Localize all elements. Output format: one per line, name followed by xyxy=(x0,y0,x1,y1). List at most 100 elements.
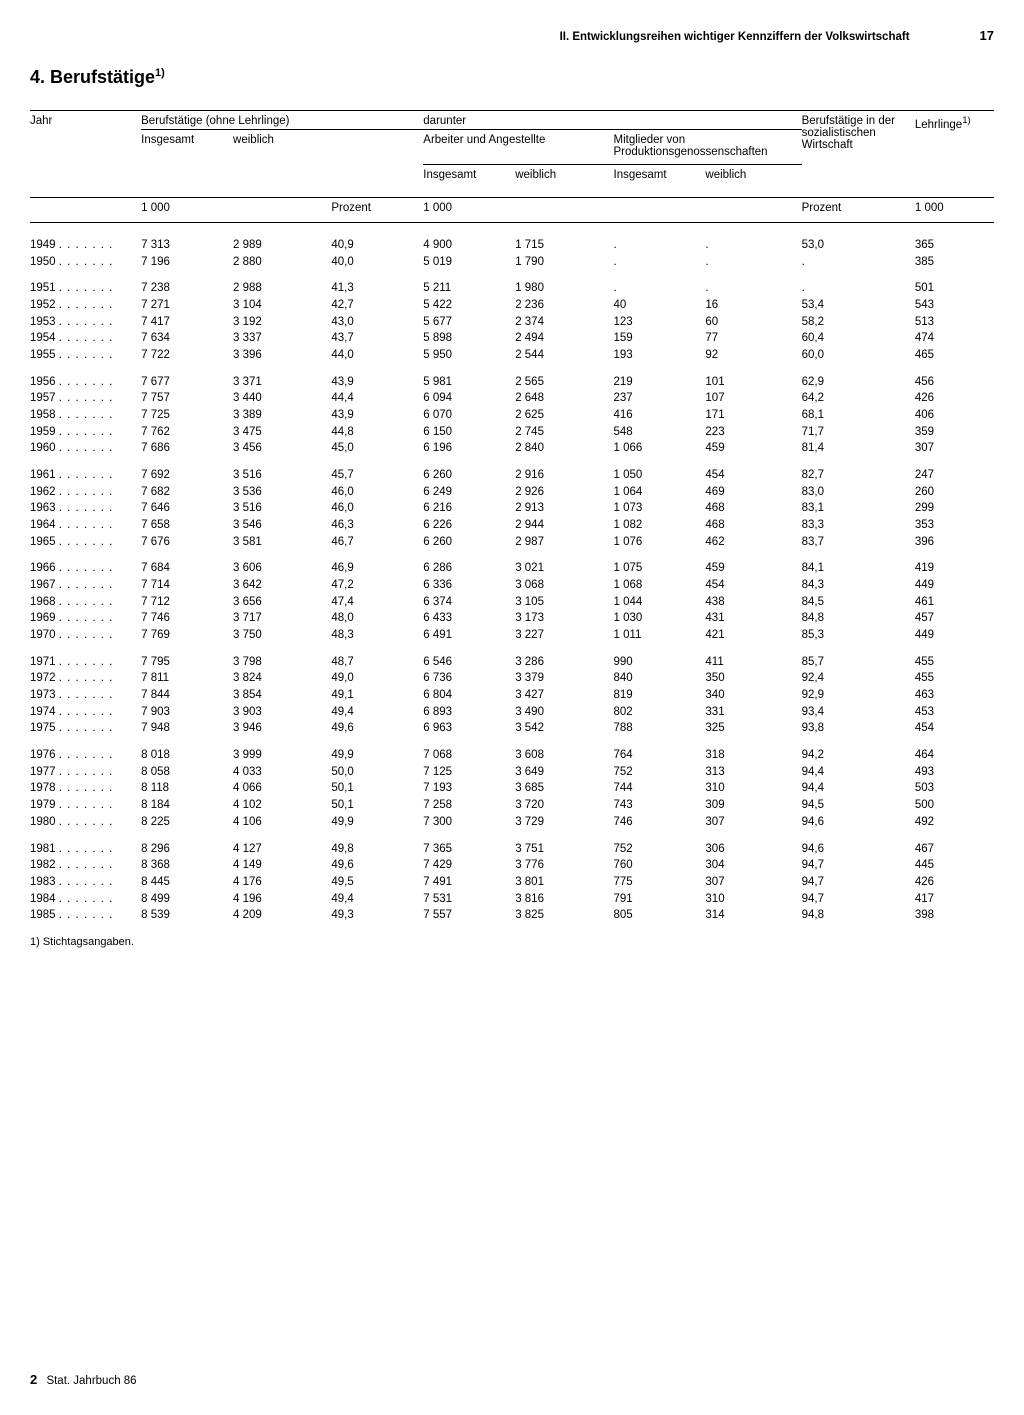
cell-value: 752 xyxy=(614,841,706,858)
cell-value: 94,7 xyxy=(802,857,915,874)
cell-value: 48,3 xyxy=(331,627,423,644)
table-row: 1977 . . . . . . .8 0584 03350,07 1253 6… xyxy=(30,764,994,781)
cell-year: 1967 . . . . . . . xyxy=(30,577,141,594)
cell-value: 7 634 xyxy=(141,330,233,347)
cell-value: 7 125 xyxy=(423,764,515,781)
cell-value: 5 981 xyxy=(423,374,515,391)
cell-value: 3 105 xyxy=(515,594,613,611)
cell-value: 7 658 xyxy=(141,517,233,534)
cell-value: 5 019 xyxy=(423,254,515,271)
cell-value: 8 058 xyxy=(141,764,233,781)
table-row: 1953 . . . . . . .7 4173 19243,05 6772 3… xyxy=(30,314,994,331)
table-row: 1949 . . . . . . .7 3132 98940,94 9001 7… xyxy=(30,237,994,254)
table-row: 1982 . . . . . . .8 3684 14949,67 4293 7… xyxy=(30,857,994,874)
cell-value: 791 xyxy=(614,891,706,908)
cell-value: 50,1 xyxy=(331,797,423,814)
cell-value: 16 xyxy=(705,297,801,314)
cell-value: 468 xyxy=(705,500,801,517)
cell-value: 1 076 xyxy=(614,534,706,551)
cell-value: 6 260 xyxy=(423,467,515,484)
table-row: 1979 . . . . . . .8 1844 10250,17 2583 7… xyxy=(30,797,994,814)
cell-value: 4 033 xyxy=(233,764,331,781)
cell-value: 1 011 xyxy=(614,627,706,644)
cell-year: 1952 . . . . . . . xyxy=(30,297,141,314)
cell-value: 743 xyxy=(614,797,706,814)
cell-value: 365 xyxy=(915,237,994,254)
cell-value: 7 692 xyxy=(141,467,233,484)
cell-value: 457 xyxy=(915,610,994,627)
cell-value: 58,2 xyxy=(802,314,915,331)
cell-value: 3 173 xyxy=(515,610,613,627)
cell-value: 461 xyxy=(915,594,994,611)
cell-year: 1950 . . . . . . . xyxy=(30,254,141,271)
cell-value: 2 988 xyxy=(233,280,331,297)
cell-value: 3 440 xyxy=(233,390,331,407)
unit-1000-c: 1 000 xyxy=(915,198,994,217)
cell-value: 416 xyxy=(614,407,706,424)
cell-value: 411 xyxy=(705,654,801,671)
cell-value: 760 xyxy=(614,857,706,874)
cell-value: 3 542 xyxy=(515,720,613,737)
cell-value: 40,0 xyxy=(331,254,423,271)
cell-value: 84,1 xyxy=(802,560,915,577)
cell-value: 6 150 xyxy=(423,424,515,441)
cell-value: 8 499 xyxy=(141,891,233,908)
cell-value: 2 494 xyxy=(515,330,613,347)
cell-value: 459 xyxy=(705,440,801,457)
cell-value: 331 xyxy=(705,704,801,721)
table-body: 1949 . . . . . . .7 3132 98940,94 9001 7… xyxy=(30,237,994,924)
cell-year: 1949 . . . . . . . xyxy=(30,237,141,254)
title-footnote-ref: 1) xyxy=(155,67,165,79)
cell-value: 8 445 xyxy=(141,874,233,891)
cell-value: 4 176 xyxy=(233,874,331,891)
cell-value: 819 xyxy=(614,687,706,704)
cell-value: 464 xyxy=(915,747,994,764)
cell-value: 449 xyxy=(915,627,994,644)
cell-value: 353 xyxy=(915,517,994,534)
cell-value: 4 149 xyxy=(233,857,331,874)
cell-value: 85,3 xyxy=(802,627,915,644)
cell-value: 6 374 xyxy=(423,594,515,611)
cell-value: 3 825 xyxy=(515,907,613,924)
cell-value: 4 209 xyxy=(233,907,331,924)
cell-value: 49,6 xyxy=(331,857,423,874)
col-insgesamt-1: Insgesamt xyxy=(141,130,233,198)
col-arbeiter: Arbeiter und Angestellte xyxy=(423,130,613,165)
cell-value: 6 336 xyxy=(423,577,515,594)
table-row: 1963 . . . . . . .7 6463 51646,06 2162 9… xyxy=(30,500,994,517)
title-text: 4. Berufstätige xyxy=(30,67,155,87)
table-row: 1966 . . . . . . .7 6843 60646,96 2863 0… xyxy=(30,560,994,577)
cell-value: 313 xyxy=(705,764,801,781)
cell-value: 3 456 xyxy=(233,440,331,457)
cell-value: 2 236 xyxy=(515,297,613,314)
cell-value: 7 686 xyxy=(141,440,233,457)
cell-value: 3 475 xyxy=(233,424,331,441)
cell-value: 7 722 xyxy=(141,347,233,364)
cell-year: 1951 . . . . . . . xyxy=(30,280,141,297)
cell-value: 2 987 xyxy=(515,534,613,551)
cell-value: 7 238 xyxy=(141,280,233,297)
cell-value: 6 260 xyxy=(423,534,515,551)
table-row: 1978 . . . . . . .8 1184 06650,17 1933 6… xyxy=(30,780,994,797)
cell-value: 7 258 xyxy=(423,797,515,814)
cell-value: 309 xyxy=(705,797,801,814)
cell-value: 3 337 xyxy=(233,330,331,347)
table-row: 1980 . . . . . . .8 2254 10649,97 3003 7… xyxy=(30,814,994,831)
cell-value: 94,4 xyxy=(802,780,915,797)
cell-value: 3 717 xyxy=(233,610,331,627)
cell-year: 1955 . . . . . . . xyxy=(30,347,141,364)
cell-value: 7 677 xyxy=(141,374,233,391)
unit-1000-b: 1 000 xyxy=(423,198,515,217)
cell-value: 7 903 xyxy=(141,704,233,721)
cell-value: 5 422 xyxy=(423,297,515,314)
cell-value: 548 xyxy=(614,424,706,441)
cell-value: 3 816 xyxy=(515,891,613,908)
cell-year: 1960 . . . . . . . xyxy=(30,440,141,457)
table-row: 1968 . . . . . . .7 7123 65647,46 3743 1… xyxy=(30,594,994,611)
cell-value: . xyxy=(705,237,801,254)
cell-value: 513 xyxy=(915,314,994,331)
cell-value: 307 xyxy=(705,874,801,891)
cell-value: 438 xyxy=(705,594,801,611)
cell-value: 5 950 xyxy=(423,347,515,364)
cell-year: 1961 . . . . . . . xyxy=(30,467,141,484)
